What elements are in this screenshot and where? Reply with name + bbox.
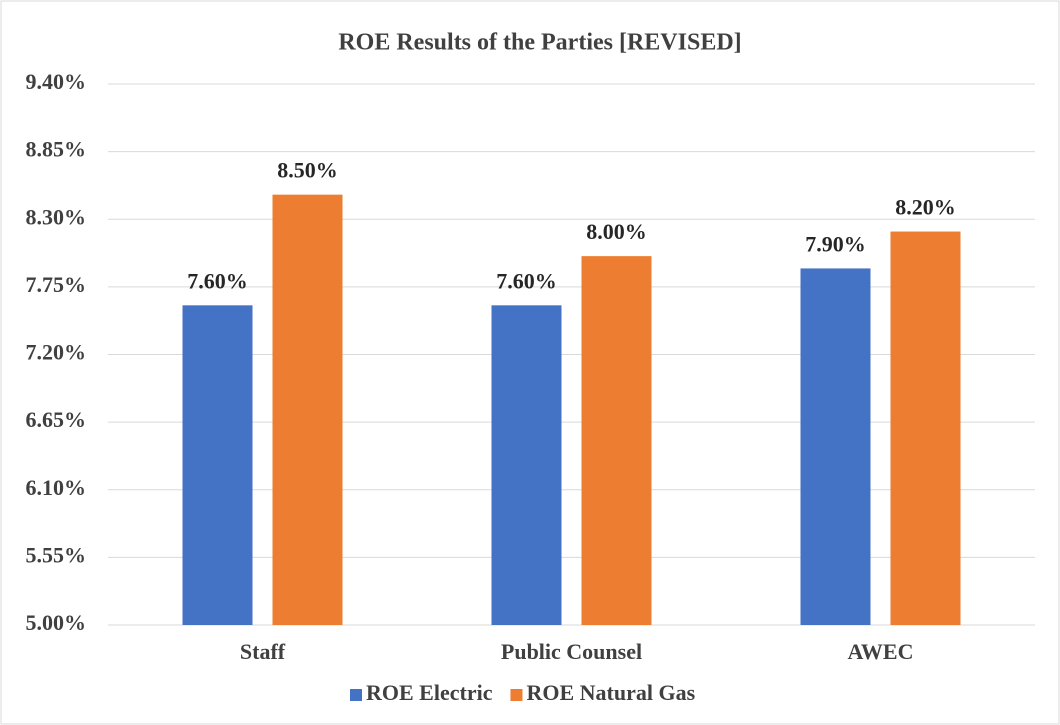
y-tick-label: 8.85% (26, 137, 87, 162)
bar (272, 194, 343, 625)
bar (890, 231, 961, 625)
value-label: 8.50% (277, 158, 338, 183)
y-tick-label: 7.75% (26, 272, 87, 297)
x-tick-label: Staff (240, 639, 286, 664)
chart-title: ROE Results of the Parties [REVISED] (338, 30, 741, 56)
legend-label: ROE Natural Gas (526, 680, 695, 705)
value-label: 7.60% (496, 268, 557, 293)
y-tick-label: 5.00% (26, 610, 87, 635)
value-label: 8.20% (895, 195, 956, 220)
bar (581, 256, 652, 625)
bar (491, 305, 562, 625)
value-label: 7.90% (805, 231, 866, 256)
bar (182, 305, 253, 625)
y-tick-label: 6.10% (26, 475, 87, 500)
bar (800, 268, 871, 625)
value-label: 8.00% (586, 219, 647, 244)
value-label: 7.60% (187, 268, 248, 293)
x-tick-label: Public Counsel (501, 639, 642, 664)
y-tick-label: 5.55% (26, 542, 87, 567)
legend-label: ROE Electric (366, 680, 493, 705)
y-tick-label: 8.30% (26, 204, 87, 229)
y-tick-label: 6.65% (26, 407, 87, 432)
x-tick-label: AWEC (847, 639, 913, 664)
y-tick-label: 9.40% (26, 69, 87, 94)
legend-swatch (350, 689, 362, 701)
legend-swatch (510, 689, 523, 701)
y-tick-label: 7.20% (26, 340, 87, 365)
